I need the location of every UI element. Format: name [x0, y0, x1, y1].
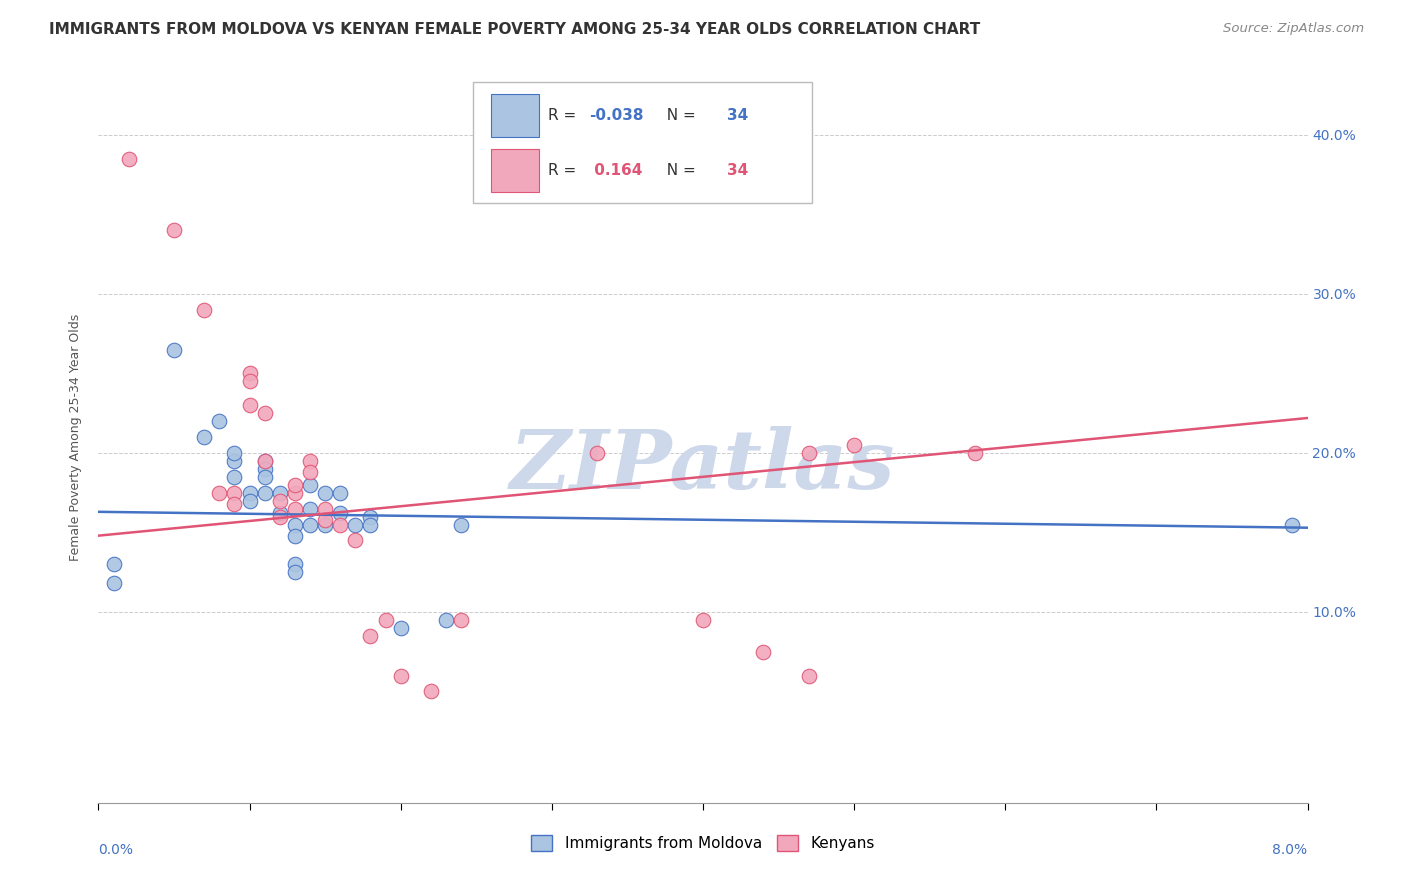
Point — [103, 576, 125, 591]
Point — [299, 477, 322, 491]
Point — [193, 430, 215, 444]
Point — [284, 517, 307, 532]
Point — [389, 668, 412, 682]
Point — [797, 668, 820, 682]
Point — [224, 470, 246, 484]
Point — [239, 485, 262, 500]
Point — [239, 367, 262, 381]
Point — [284, 566, 307, 580]
Point — [1281, 517, 1303, 532]
Point — [965, 446, 987, 460]
Point — [284, 501, 307, 516]
Point — [299, 454, 322, 468]
Text: R =: R = — [548, 162, 581, 178]
Point — [752, 645, 775, 659]
Point — [208, 414, 231, 428]
Text: 34: 34 — [727, 108, 748, 123]
Point — [253, 406, 276, 420]
Point — [269, 509, 291, 524]
Point — [360, 517, 382, 532]
Point — [314, 501, 336, 516]
Point — [329, 517, 352, 532]
Point — [344, 533, 367, 548]
Point — [163, 223, 186, 237]
Point — [284, 485, 307, 500]
FancyBboxPatch shape — [492, 94, 538, 136]
Point — [224, 485, 246, 500]
Point — [420, 684, 443, 698]
Text: N =: N = — [657, 108, 700, 123]
Point — [163, 343, 186, 357]
Point — [450, 613, 472, 627]
Point — [269, 493, 291, 508]
Point — [434, 613, 457, 627]
Point — [103, 558, 125, 572]
Point — [844, 438, 866, 452]
Point — [360, 629, 382, 643]
Text: 34: 34 — [727, 162, 748, 178]
Point — [224, 454, 246, 468]
Point — [239, 375, 262, 389]
Point — [193, 302, 215, 317]
Text: IMMIGRANTS FROM MOLDOVA VS KENYAN FEMALE POVERTY AMONG 25-34 YEAR OLDS CORRELATI: IMMIGRANTS FROM MOLDOVA VS KENYAN FEMALE… — [49, 22, 980, 37]
Text: R =: R = — [548, 108, 581, 123]
Point — [329, 485, 352, 500]
Point — [269, 485, 291, 500]
Point — [284, 558, 307, 572]
FancyBboxPatch shape — [474, 82, 811, 203]
Point — [389, 621, 412, 635]
Point — [224, 446, 246, 460]
Point — [224, 497, 246, 511]
Point — [253, 454, 276, 468]
Y-axis label: Female Poverty Among 25-34 Year Olds: Female Poverty Among 25-34 Year Olds — [69, 313, 83, 561]
Text: N =: N = — [657, 162, 700, 178]
Point — [360, 509, 382, 524]
Point — [239, 493, 262, 508]
Point — [118, 152, 141, 166]
Text: 0.0%: 0.0% — [98, 843, 134, 857]
Legend: Immigrants from Moldova, Kenyans: Immigrants from Moldova, Kenyans — [524, 829, 882, 857]
Text: -0.038: -0.038 — [589, 108, 644, 123]
Point — [253, 462, 276, 476]
Point — [314, 513, 336, 527]
Point — [208, 485, 231, 500]
Point — [253, 485, 276, 500]
Point — [299, 465, 322, 479]
Point — [253, 454, 276, 468]
Point — [329, 507, 352, 521]
Point — [797, 446, 820, 460]
Text: Source: ZipAtlas.com: Source: ZipAtlas.com — [1223, 22, 1364, 36]
Point — [314, 517, 336, 532]
Text: 0.164: 0.164 — [589, 162, 643, 178]
Point — [374, 613, 396, 627]
Point — [284, 529, 307, 543]
Point — [314, 485, 336, 500]
Point — [299, 501, 322, 516]
Point — [299, 517, 322, 532]
Point — [284, 477, 307, 491]
Point — [344, 517, 367, 532]
Text: 8.0%: 8.0% — [1272, 843, 1308, 857]
FancyBboxPatch shape — [492, 149, 538, 192]
Point — [692, 613, 714, 627]
Text: ZIPatlas: ZIPatlas — [510, 426, 896, 507]
Point — [253, 470, 276, 484]
Point — [239, 398, 262, 412]
Point — [450, 517, 472, 532]
Point — [269, 507, 291, 521]
Point — [586, 446, 609, 460]
